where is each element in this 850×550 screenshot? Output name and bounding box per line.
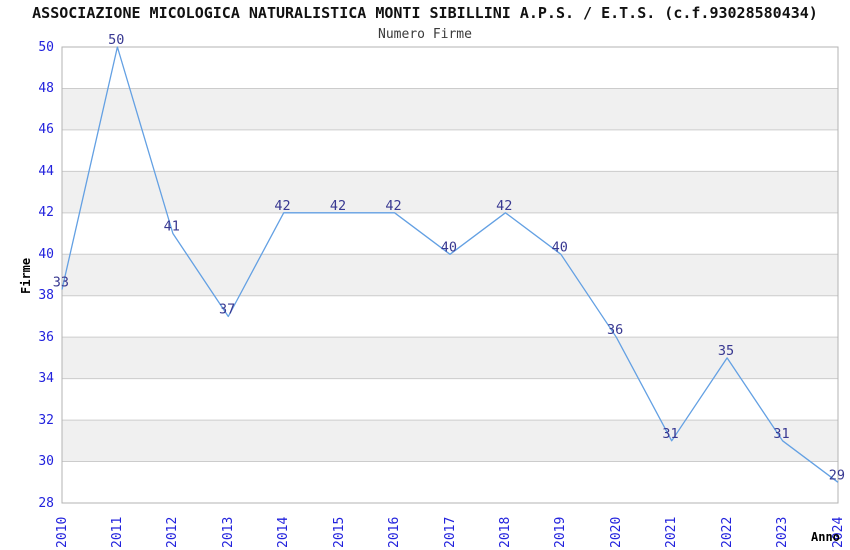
- data-point-label: 29: [829, 467, 845, 483]
- y-tick-label: 32: [38, 412, 54, 428]
- plot-border: [61, 46, 839, 504]
- y-tick-label: 42: [38, 205, 54, 221]
- y-tick-label: 48: [38, 81, 54, 96]
- grid-band: [62, 171, 838, 213]
- y-tick-label: 44: [38, 163, 54, 179]
- data-point-label: 36: [607, 322, 623, 338]
- x-tick-label: 2018: [497, 516, 513, 548]
- x-tick-label: 2011: [109, 516, 125, 548]
- y-tick-label: 40: [38, 246, 54, 262]
- x-tick-label: 2014: [276, 516, 292, 548]
- series-line: [61, 46, 839, 483]
- chart-title: ASSOCIAZIONE MICOLOGICA NATURALISTICA MO…: [32, 4, 818, 22]
- x-tick-label: 2017: [442, 516, 458, 548]
- data-point-label: 31: [662, 426, 678, 442]
- x-tick-label: 2015: [331, 516, 347, 548]
- data-point-label: 41: [164, 219, 180, 235]
- grid-band: [62, 88, 838, 130]
- y-tick-label: 38: [38, 288, 54, 304]
- data-point-label: 37: [219, 302, 235, 318]
- x-tick-label: 2020: [608, 516, 624, 548]
- x-tick-label: 2019: [553, 516, 569, 548]
- data-point-label: 31: [773, 426, 789, 442]
- y-tick-label: 28: [38, 495, 54, 511]
- x-tick-label: 2016: [387, 516, 403, 548]
- y-tick-label: 46: [38, 122, 54, 138]
- y-tick-label: 50: [38, 39, 54, 55]
- chart-subtitle: Numero Firme: [378, 27, 472, 42]
- data-point-label: 35: [718, 343, 734, 359]
- grid-band: [62, 337, 838, 379]
- x-tick-label: 2023: [775, 516, 791, 548]
- data-point-label: 40: [552, 239, 568, 255]
- data-point-label: 42: [496, 198, 512, 214]
- data-point-label: 50: [108, 32, 124, 48]
- data-point-label: 42: [274, 198, 290, 214]
- x-tick-label: 2021: [664, 516, 680, 548]
- data-point-label: 33: [53, 275, 69, 291]
- y-tick-label: 34: [38, 371, 54, 387]
- data-point-label: 42: [385, 198, 401, 214]
- x-axis-title: Anno: [811, 530, 840, 544]
- x-tick-label: 2013: [220, 516, 236, 548]
- grid-band: [62, 254, 838, 296]
- x-tick-label: 2022: [719, 516, 735, 548]
- grid-band: [62, 420, 838, 462]
- x-tick-label: 2010: [54, 516, 70, 548]
- y-tick-label: 30: [38, 454, 54, 469]
- y-axis-title: Firme: [19, 257, 33, 294]
- y-tick-label: 36: [38, 329, 54, 345]
- x-tick-label: 2012: [165, 516, 181, 548]
- data-point-label: 42: [330, 198, 346, 214]
- data-point-label: 40: [441, 239, 457, 255]
